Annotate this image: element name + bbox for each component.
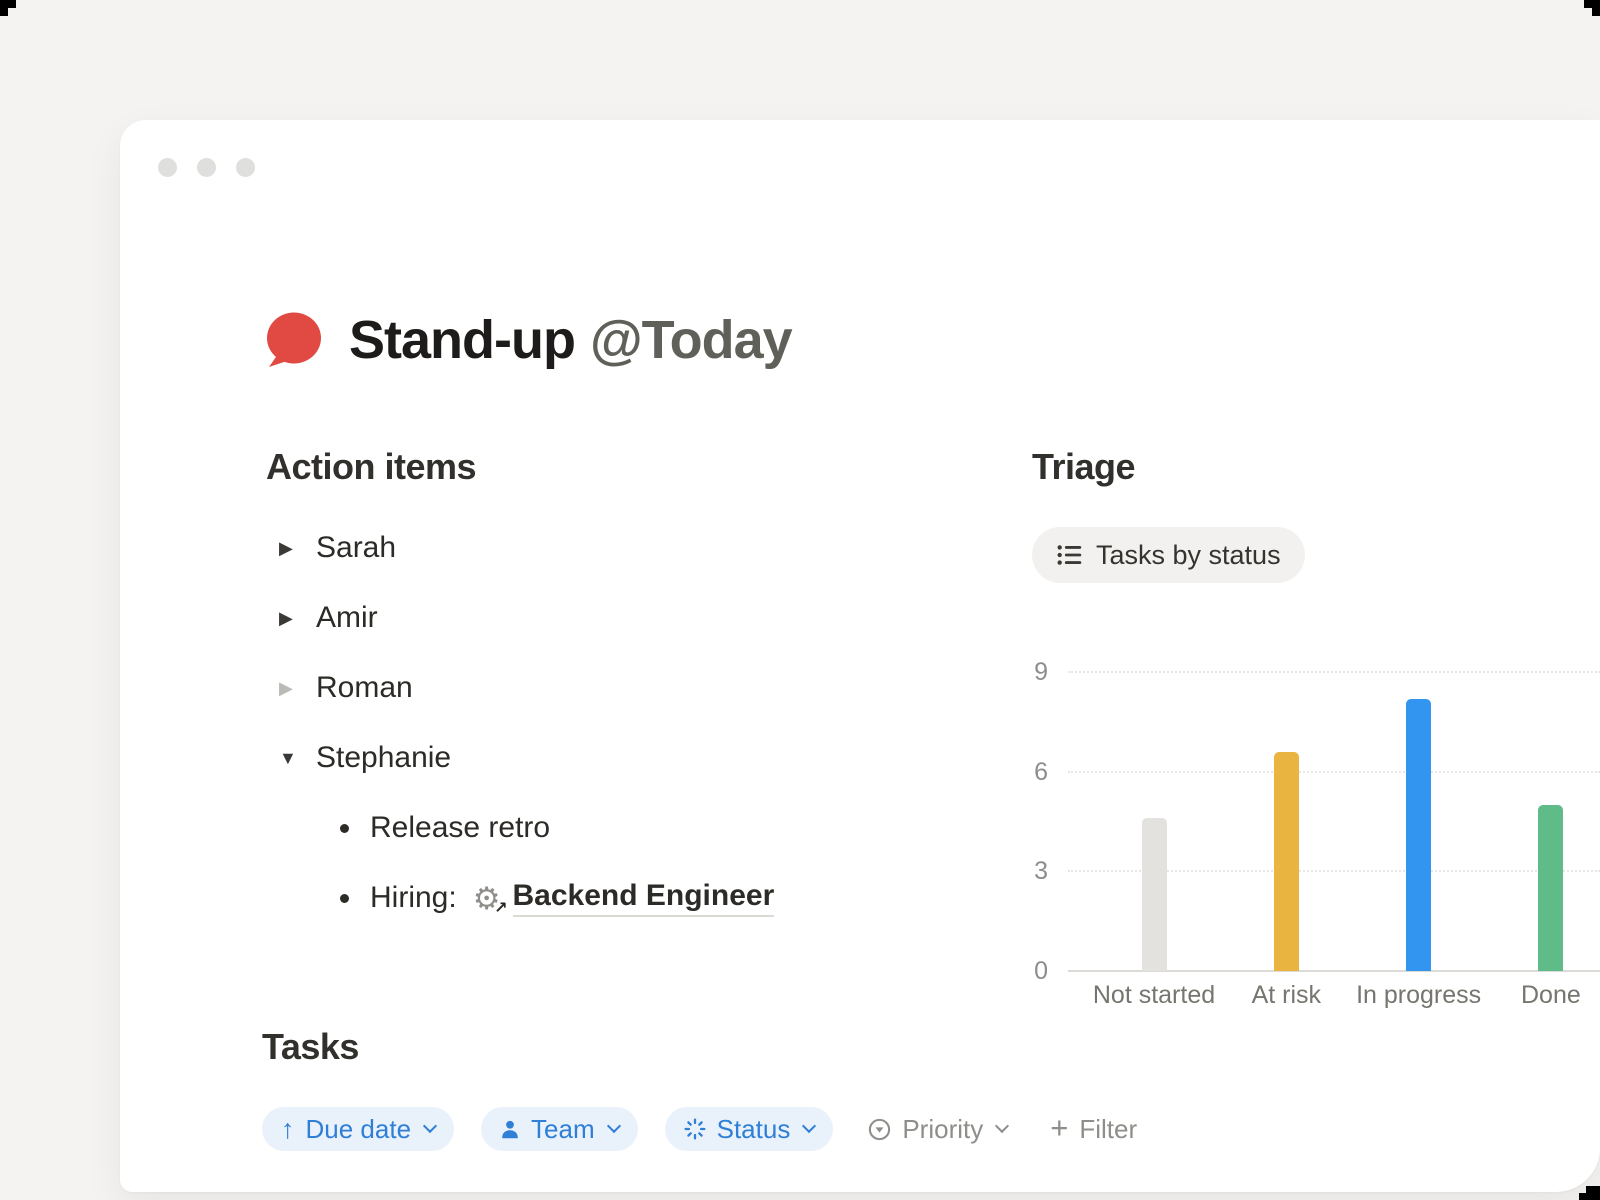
crop-mark: [0, 0, 16, 8]
priority-circle-icon: [869, 1118, 891, 1140]
page-header: Stand-up @Today: [263, 298, 793, 382]
x-category-label: Not started: [1092, 981, 1216, 1009]
link-arrow-icon: ↗: [494, 899, 508, 917]
bullet-item-release-retro[interactable]: Release retro: [266, 793, 986, 863]
toggle-label: Sarah: [316, 531, 397, 564]
bar-done[interactable]: [1538, 804, 1564, 971]
y-tick-label-6: 6: [1034, 757, 1048, 786]
toggle-label: Stephanie: [316, 741, 452, 774]
action-items-heading: Action items: [266, 446, 477, 487]
chevron-down-icon: [422, 1118, 438, 1134]
toggle-item-roman[interactable]: ▶ Roman: [266, 653, 986, 723]
bullet-item-hiring[interactable]: Hiring: ⚙ ↗ Backend Engineer: [266, 863, 986, 933]
filter-label: Team: [531, 1113, 595, 1144]
arrow-up-icon: ↑: [281, 1113, 295, 1144]
window-dot-3[interactable]: [236, 158, 255, 177]
bullet-icon: [340, 893, 349, 903]
gridline-3: [1068, 870, 1600, 873]
bullet-text: Release retro: [370, 811, 551, 844]
gear-icon: ⚙ ↗: [472, 880, 508, 917]
toggle-label: Amir: [316, 601, 378, 634]
action-items-list: ▶ Sarah ▶ Amir ▶ Roman ▼ Stephanie Relea…: [266, 513, 986, 933]
toggle-label: Roman: [316, 671, 413, 704]
crop-mark: [1586, 1186, 1600, 1200]
filter-label: Filter: [1079, 1113, 1138, 1144]
status-spinner-icon: [684, 1118, 706, 1140]
toggle-expanded-icon[interactable]: ▼: [279, 747, 297, 768]
filter-priority[interactable]: Priority: [860, 1107, 1015, 1151]
toggle-collapsed-icon[interactable]: ▶: [279, 677, 293, 698]
page-title: Stand-up @Today: [349, 310, 793, 370]
x-category-label: Done: [1521, 981, 1581, 1009]
x-category-label: At risk: [1251, 981, 1322, 1009]
add-filter-button[interactable]: + Filter: [1042, 1107, 1145, 1151]
gridline-6: [1068, 770, 1600, 773]
plus-icon: +: [1050, 1110, 1069, 1145]
x-axis-baseline: [1068, 970, 1600, 972]
bar-not-started[interactable]: [1141, 818, 1167, 971]
window-dot-1[interactable]: [158, 158, 177, 177]
bullet-icon: [340, 823, 349, 833]
y-tick-label-9: 9: [1034, 658, 1048, 687]
speech-bubble-icon: [267, 312, 321, 367]
chip-label: Tasks by status: [1096, 539, 1281, 570]
app-window: Stand-up @Today Action items ▶ Sarah ▶ Am…: [120, 120, 1600, 1192]
filter-label: Due date: [305, 1113, 412, 1144]
toggle-collapsed-icon[interactable]: ▶: [279, 537, 293, 558]
toggle-collapsed-icon[interactable]: ▶: [279, 607, 293, 628]
chevron-down-icon: [802, 1118, 817, 1134]
gridline-9: [1068, 671, 1600, 674]
bar-in-progress[interactable]: [1406, 698, 1432, 971]
tasks-by-status-chip[interactable]: Tasks by status: [1032, 527, 1305, 583]
bullet-text: Hiring:: [370, 881, 457, 914]
filter-due-date[interactable]: ↑ Due date: [262, 1107, 455, 1151]
tasks-heading: Tasks: [262, 1026, 359, 1067]
date-mention: @Today: [589, 310, 793, 370]
bullet-list-icon: [1057, 545, 1082, 565]
triage-heading: Triage: [1032, 446, 1136, 487]
filter-label: Priority: [902, 1113, 984, 1144]
bar-at-risk[interactable]: [1273, 751, 1299, 971]
person-icon: [502, 1120, 518, 1139]
tasks-filter-bar: ↑ Due date Team Status: [262, 1106, 1145, 1152]
y-tick-label-0: 0: [1034, 957, 1048, 985]
filter-label: Status: [716, 1113, 791, 1144]
crop-mark: [1579, 1193, 1586, 1200]
crop-mark: [0, 0, 8, 16]
filter-status[interactable]: Status: [664, 1107, 834, 1151]
y-tick-label-3: 3: [1034, 857, 1048, 886]
crop-mark: [1592, 0, 1600, 16]
toggle-item-sarah[interactable]: ▶ Sarah: [266, 513, 986, 583]
chevron-down-icon: [995, 1118, 1010, 1134]
tasks-by-status-bar-chart: 0 3 6 9 Not started At risk In progress Done: [120, 120, 1600, 1192]
filter-team[interactable]: Team: [481, 1107, 638, 1151]
page-link-backend-engineer[interactable]: Backend Engineer: [512, 879, 775, 917]
window-controls: [158, 158, 255, 177]
window-dot-2[interactable]: [197, 158, 216, 177]
toggle-item-stephanie[interactable]: ▼ Stephanie: [266, 723, 986, 793]
x-category-label: In progress: [1356, 981, 1482, 1009]
chevron-down-icon: [606, 1118, 621, 1134]
toggle-item-amir[interactable]: ▶ Amir: [266, 583, 986, 653]
